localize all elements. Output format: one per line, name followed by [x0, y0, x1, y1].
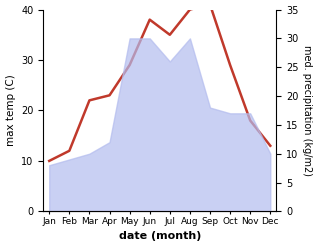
Y-axis label: med. precipitation (kg/m2): med. precipitation (kg/m2)	[302, 45, 313, 176]
Y-axis label: max temp (C): max temp (C)	[5, 75, 16, 146]
X-axis label: date (month): date (month)	[119, 231, 201, 242]
